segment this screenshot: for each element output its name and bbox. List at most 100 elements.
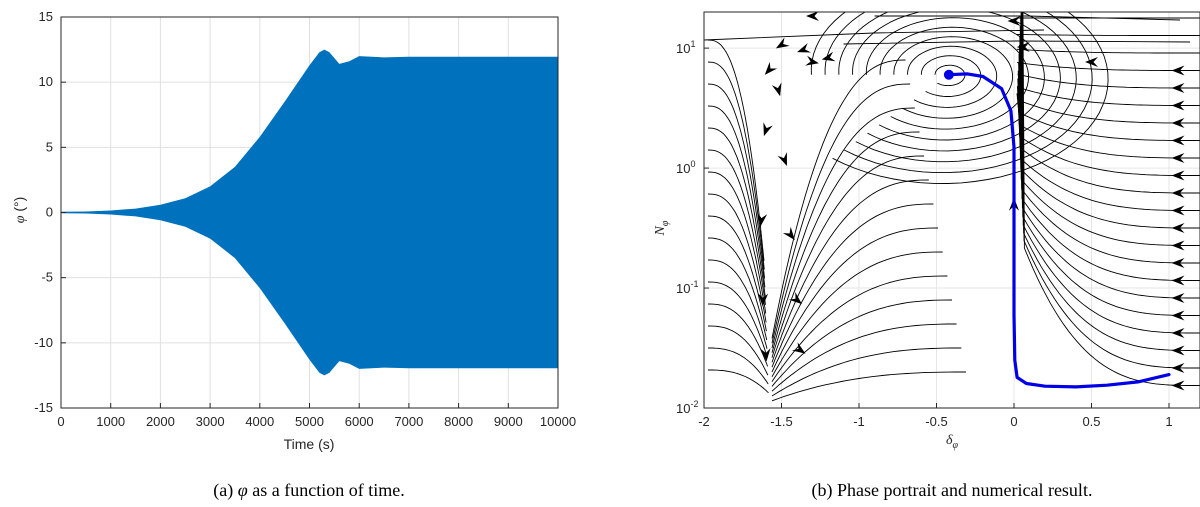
streamline-arrow [1171, 223, 1185, 233]
y-tick-label: 0 [46, 205, 53, 220]
streamline [1022, 12, 1200, 369]
x-tick-label: 5000 [295, 414, 324, 429]
y-tick-label: -5 [41, 270, 53, 285]
streamline-arrow [1171, 275, 1185, 286]
panel-b-y-ticks: 10-2 10-1 100 101 [676, 39, 709, 416]
streamline-arrow [764, 61, 778, 75]
streamline [771, 131, 920, 353]
panel-a-x-ticks: 0 1000 2000 3000 4000 5000 6000 7000 8000 9000 100… [57, 403, 576, 429]
streamline-arrow [788, 291, 802, 305]
streamline [704, 29, 1045, 41]
streamline [707, 171, 767, 314]
y-tick-label: 10 [39, 74, 53, 89]
streamline [874, 15, 1181, 21]
streamline [1016, 33, 1200, 36]
streamline-arrow [777, 152, 787, 167]
panel-a-caption-prefix: (a) [213, 480, 237, 501]
streamline-arrow [1171, 83, 1185, 93]
x-tick-label: -1.5 [770, 414, 792, 429]
x-tick-label: -2 [698, 414, 710, 429]
streamline-arrow [1171, 153, 1185, 163]
panel-b-y-axis-label: Nφ [653, 220, 671, 236]
streamline [707, 303, 769, 367]
x-tick-label: 6000 [345, 414, 374, 429]
streamline-arrow [1171, 188, 1185, 198]
panel-a-caption-rest: as a function of time. [248, 480, 405, 500]
streamline [707, 193, 767, 323]
x-tick-label: -1 [853, 414, 865, 429]
x-tick-label: 4000 [245, 414, 274, 429]
streamline-arrow [763, 122, 773, 137]
streamline-arrow [1171, 328, 1185, 338]
spiral-streamline [852, 12, 1061, 152]
spiral-streamline [893, 36, 1014, 119]
streamline [707, 105, 766, 288]
streamline [708, 347, 769, 385]
streamline-arrow [775, 37, 790, 49]
streamline [707, 259, 768, 349]
x-tick-label: 2000 [146, 414, 175, 429]
y-tick-label: 10-1 [676, 279, 698, 296]
panel-b-caption: (b) Phase portrait and numerical result. [812, 480, 1093, 501]
panel-b-x-label-symbol: δ [946, 433, 953, 448]
streamline-arrow [1085, 57, 1098, 67]
panel-a-y-ticks: -15 -10 -5 0 5 10 15 [34, 9, 66, 415]
streamline [1022, 12, 1200, 386]
streamline [771, 371, 966, 402]
panel-a-y-label-symbol: φ [13, 215, 28, 223]
streamline [771, 299, 953, 387]
spiral-streamline [865, 17, 1045, 141]
streamline-arrow [806, 12, 819, 21]
streamline [771, 59, 906, 339]
streamline-arrow [757, 212, 768, 227]
x-tick-label: 1 [1165, 414, 1172, 429]
streamline [771, 203, 934, 368]
streamline-arrow [1171, 258, 1185, 268]
y-tick-label: -10 [34, 335, 53, 350]
panel-b-x-label-sub: φ [952, 440, 958, 451]
panel-b-x-axis-label: δφ [946, 433, 959, 451]
x-tick-label: 0.5 [1082, 414, 1100, 429]
streamline-arrow [1171, 380, 1185, 391]
streamline [843, 40, 1191, 45]
panel-b-x-ticks: -2 -1.5 -1 -0.5 0 0.5 1 [698, 403, 1173, 429]
x-tick-label: 1000 [96, 414, 125, 429]
streamline [771, 275, 948, 382]
streamline [707, 39, 765, 261]
streamline-arrow [1171, 100, 1185, 111]
streamline-arrow [791, 342, 806, 354]
streamline-arrow [758, 293, 769, 307]
spiral-streamline [907, 45, 998, 108]
streamline [771, 323, 957, 392]
y-tick-label: 100 [676, 159, 695, 176]
streamline-arrow [771, 82, 782, 97]
panel-a-y-label-unit: (°) [11, 197, 27, 216]
panel-a-caption: (a) φ as a function of time. [213, 480, 404, 501]
streamline-arrow [1171, 240, 1185, 251]
streamline [1017, 86, 1200, 106]
spiral-streamline [920, 55, 982, 97]
x-tick-label: 0 [1010, 414, 1017, 429]
streamline [771, 107, 915, 349]
x-tick-label: 9000 [494, 414, 523, 429]
streamline [707, 83, 766, 279]
x-tick-label: 8000 [444, 414, 473, 429]
streamline [707, 237, 768, 341]
streamline [771, 83, 911, 344]
streamline [1020, 15, 1200, 299]
streamline-arrow [782, 226, 795, 241]
phi-oscillation-band [61, 49, 558, 376]
spiral-streamline [838, 12, 1077, 163]
panel-a-time-series: 0 1000 2000 3000 4000 5000 6000 7000 8000 9000 100… [11, 9, 576, 501]
streamline [771, 251, 943, 378]
panel-a-caption-symbol: φ [238, 480, 248, 500]
streamline-arrow [1171, 205, 1185, 216]
streamline [1016, 48, 1200, 54]
numerical-trajectory [947, 72, 1171, 389]
panel-b-y-label-sub: φ [660, 220, 671, 226]
y-tick-label: 101 [676, 39, 695, 56]
spiral-streamline [824, 12, 1093, 174]
panel-b-y-label-symbol: N [653, 225, 668, 236]
